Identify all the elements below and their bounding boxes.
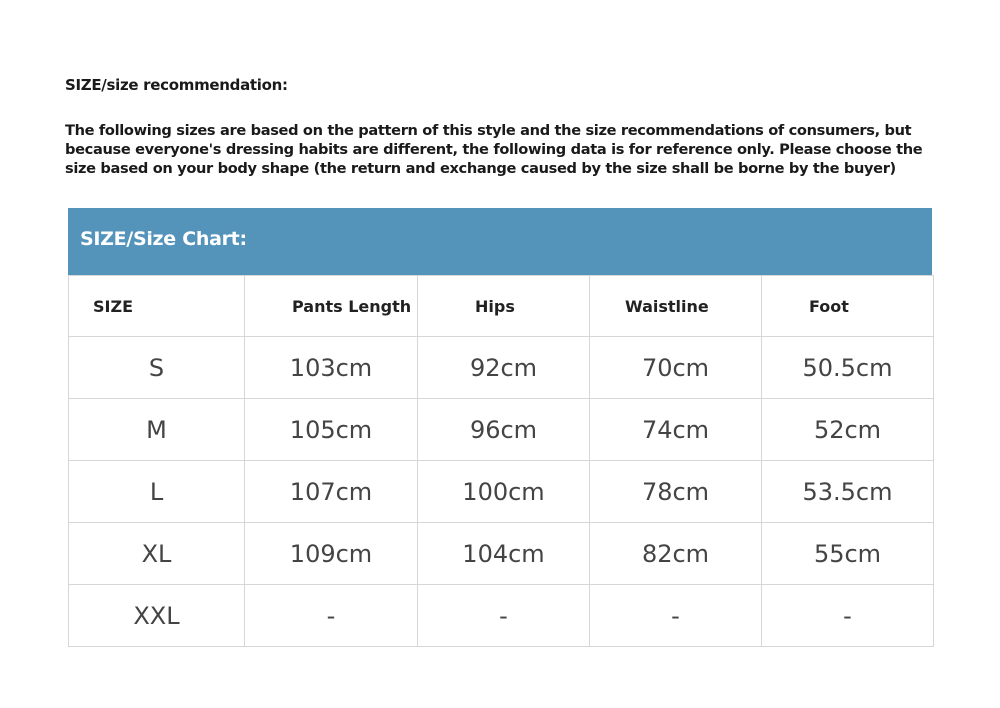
table-row: M 105cm 96cm 74cm 52cm bbox=[68, 398, 934, 461]
table-cell: 50.5cm bbox=[761, 336, 934, 399]
table-cell: S bbox=[68, 336, 245, 399]
table-cell: 53.5cm bbox=[761, 460, 934, 523]
table-cell: 96cm bbox=[417, 398, 590, 461]
table-cell: 74cm bbox=[589, 398, 762, 461]
table-cell: 78cm bbox=[589, 460, 762, 523]
table-cell: 104cm bbox=[417, 522, 590, 585]
header-cell: Foot bbox=[761, 275, 934, 337]
table-cell: 92cm bbox=[417, 336, 590, 399]
size-chart-title: SIZE/Size Chart: bbox=[80, 228, 247, 250]
header-cell: Hips bbox=[417, 275, 590, 337]
table-cell: 109cm bbox=[244, 522, 418, 585]
table-cell: 100cm bbox=[417, 460, 590, 523]
header-cell: SIZE bbox=[68, 275, 245, 337]
table-cell: - bbox=[761, 584, 934, 647]
table-cell: 52cm bbox=[761, 398, 934, 461]
header-cell: Pants Length bbox=[244, 275, 418, 337]
header-cell: Waistline bbox=[589, 275, 762, 337]
table-cell: - bbox=[589, 584, 762, 647]
table-row: S 103cm 92cm 70cm 50.5cm bbox=[68, 336, 934, 399]
table-cell: 82cm bbox=[589, 522, 762, 585]
table-cell: L bbox=[68, 460, 245, 523]
header-label: Hips bbox=[475, 296, 515, 316]
table-cell: 105cm bbox=[244, 398, 418, 461]
table-cell: 70cm bbox=[589, 336, 762, 399]
size-chart-table: SIZE Pants Length Hips Waistline Foot S 103cm 9… bbox=[68, 275, 934, 647]
header-label: SIZE bbox=[93, 296, 134, 316]
table-cell: - bbox=[417, 584, 590, 647]
table-cell: 103cm bbox=[244, 336, 418, 399]
size-chart-header-band: SIZE/Size Chart: bbox=[68, 208, 932, 275]
size-description: The following sizes are based on the pat… bbox=[65, 122, 923, 177]
table-cell: 107cm bbox=[244, 460, 418, 523]
header-label: Foot bbox=[809, 296, 849, 316]
table-cell: - bbox=[244, 584, 418, 647]
header-label: Waistline bbox=[625, 296, 709, 316]
table-row: XXL - - - - bbox=[68, 584, 934, 647]
page-title: SIZE/size recommendation: bbox=[65, 76, 288, 94]
table-cell: XXL bbox=[68, 584, 245, 647]
table-cell: XL bbox=[68, 522, 245, 585]
table-row: L 107cm 100cm 78cm 53.5cm bbox=[68, 460, 934, 523]
header-row: SIZE Pants Length Hips Waistline Foot bbox=[68, 275, 934, 337]
table-row: XL 109cm 104cm 82cm 55cm bbox=[68, 522, 934, 585]
table-cell: M bbox=[68, 398, 245, 461]
header-label: Pants Length bbox=[292, 296, 412, 316]
table-cell: 55cm bbox=[761, 522, 934, 585]
